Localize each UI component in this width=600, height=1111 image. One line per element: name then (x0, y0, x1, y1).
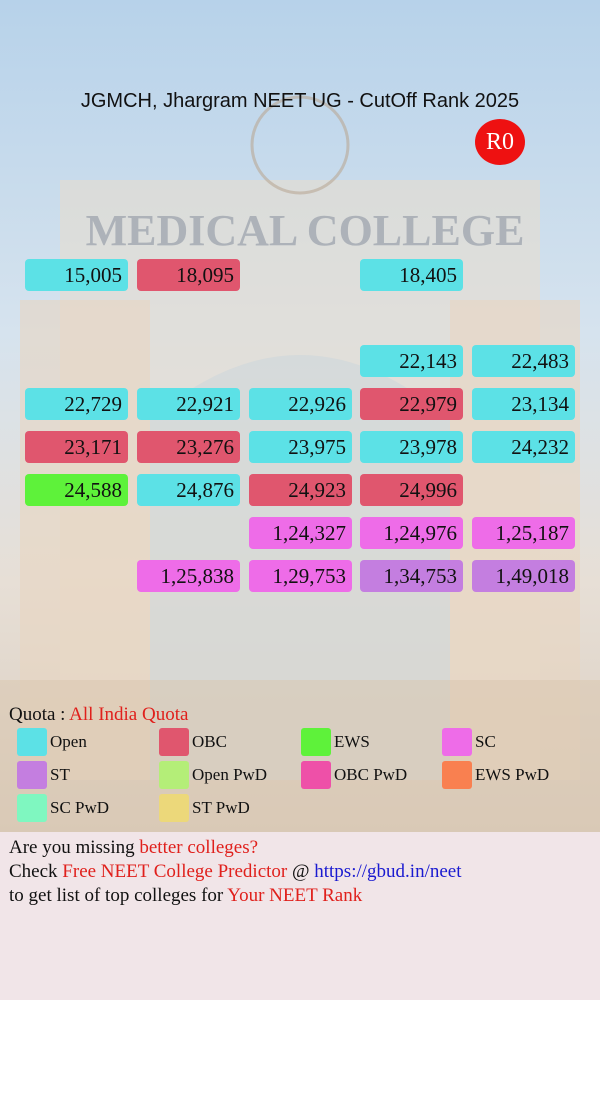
cutoff-cell: 1,49,018 (472, 560, 575, 592)
cutoff-cell: 23,975 (249, 431, 352, 463)
footer-segment: @ (287, 861, 315, 882)
cutoff-cell: 22,926 (249, 388, 352, 420)
round-badge: R0 (475, 119, 525, 165)
cutoff-cell: 18,405 (360, 259, 463, 291)
footer-line: Are you missing better colleges? (9, 837, 258, 859)
legend-label: SC PwD (50, 798, 110, 817)
cutoff-cell: 23,134 (472, 388, 575, 420)
footer-segment: better colleges? (139, 837, 259, 858)
legend-swatch (159, 761, 189, 789)
cutoff-cell: 22,143 (360, 345, 463, 377)
legend-swatch (17, 761, 47, 789)
quota-label: Quota : (9, 704, 66, 725)
cutoff-cell: 24,232 (472, 431, 575, 463)
footer-line: to get list of top colleges for Your NEE… (9, 885, 362, 907)
cutoff-cell: 24,876 (137, 474, 240, 506)
cutoff-cell: 1,29,753 (249, 560, 352, 592)
footer-segment: to get list of top colleges for (9, 885, 228, 906)
quota: Quota : All India Quota (9, 704, 188, 726)
cutoff-cell: 22,921 (137, 388, 240, 420)
footer-segment: Check (9, 861, 63, 882)
legend-swatch (17, 728, 47, 756)
footer-segment: Free NEET College Predictor (62, 861, 288, 882)
cutoff-cell: 22,483 (472, 345, 575, 377)
quota-value: All India Quota (69, 704, 189, 725)
legend-swatch (301, 728, 331, 756)
cutoff-cell: 1,25,838 (137, 560, 240, 592)
cutoff-cell: 23,276 (137, 431, 240, 463)
legend-swatch (301, 761, 331, 789)
legend-swatch (17, 794, 47, 822)
legend-swatch (159, 794, 189, 822)
legend-label: EWS PwD (475, 765, 550, 784)
legend-label: ST (50, 765, 70, 784)
cutoff-cell: 23,171 (25, 431, 128, 463)
legend-swatch (442, 728, 472, 756)
cutoff-cell: 23,978 (360, 431, 463, 463)
legend-swatch (442, 761, 472, 789)
legend-label: Open (50, 732, 87, 751)
legend-label: SC (475, 732, 496, 751)
cutoff-cell: 1,24,327 (249, 517, 352, 549)
legend-swatch (159, 728, 189, 756)
cutoff-cell: 1,24,976 (360, 517, 463, 549)
cutoff-cell: 18,095 (137, 259, 240, 291)
cutoff-cell: 1,34,753 (360, 560, 463, 592)
cutoff-cell: 22,979 (360, 388, 463, 420)
footer (0, 832, 600, 1000)
cutoff-cell: 24,996 (360, 474, 463, 506)
cutoff-cell: 1,25,187 (472, 517, 575, 549)
cutoff-cell: 15,005 (25, 259, 128, 291)
cutoff-cell: 24,923 (249, 474, 352, 506)
cutoff-cell: 22,729 (25, 388, 128, 420)
title: JGMCH, Jhargram NEET UG - CutOff Rank 20… (80, 90, 520, 112)
legend-label: OBC (192, 732, 227, 751)
footer-segment: Your NEET Rank (227, 885, 363, 906)
decor: MEDICAL COLLEGE (86, 206, 525, 255)
footer-segment: https://gbud.in/neet (314, 861, 462, 882)
legend-label: ST PwD (192, 798, 250, 817)
footer-line: Check Free NEET College Predictor @ http… (9, 861, 462, 883)
legend-label: EWS (334, 732, 370, 751)
footer-segment: Are you missing (9, 837, 140, 858)
legend-label: Open PwD (192, 765, 268, 784)
cutoff-cell: 24,588 (25, 474, 128, 506)
legend-label: OBC PwD (334, 765, 408, 784)
